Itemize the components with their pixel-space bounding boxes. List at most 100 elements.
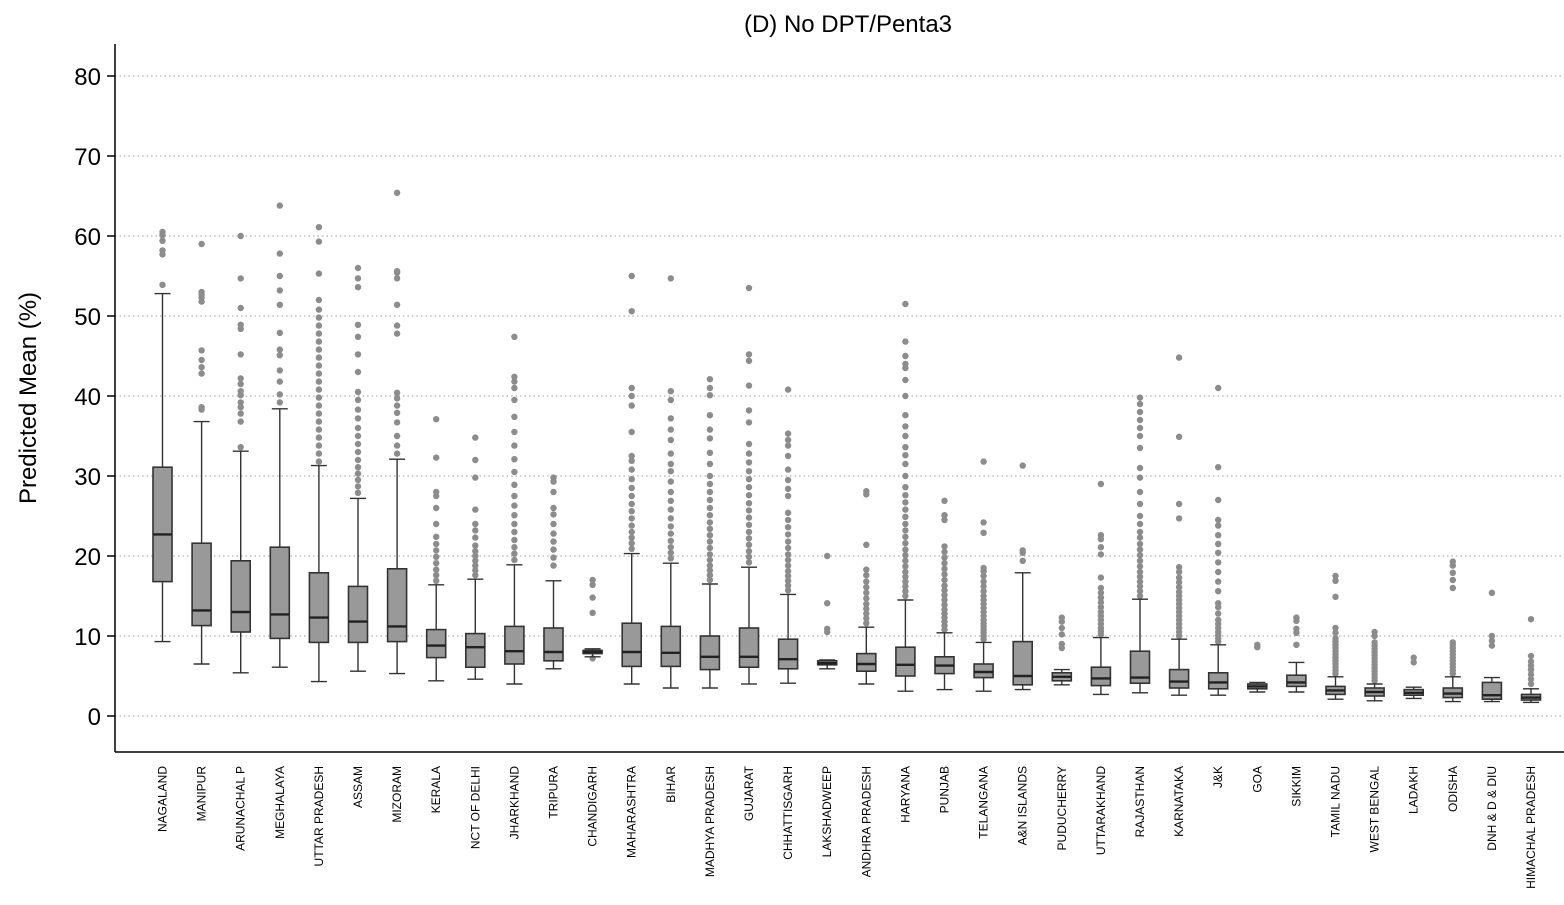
outlier-point — [902, 506, 909, 513]
box-15 — [738, 284, 760, 685]
box-34 — [1481, 589, 1503, 703]
outlier-point — [1215, 516, 1222, 524]
outlier-point — [1136, 552, 1144, 559]
outlier-point — [941, 582, 948, 589]
outlier-point — [941, 596, 948, 604]
outlier-point — [745, 284, 753, 292]
x-tick-label-23: PUDUCHERRY — [1055, 766, 1069, 850]
outlier-point — [276, 202, 283, 209]
box-body — [230, 559, 251, 633]
outlier-point — [550, 530, 557, 537]
outlier-point — [237, 410, 244, 417]
outlier-point — [1097, 608, 1105, 616]
outlier-point — [667, 388, 674, 395]
box-body — [1012, 640, 1034, 686]
outlier-point — [433, 454, 440, 461]
outlier-point — [784, 492, 792, 500]
outlier-point — [902, 513, 909, 520]
box-body — [777, 638, 799, 670]
outlier-point — [511, 442, 518, 449]
outlier-point — [902, 552, 909, 559]
outlier-point — [393, 409, 401, 416]
outlier-point — [511, 413, 518, 420]
outlier-point — [745, 450, 753, 457]
outlier-point — [1136, 546, 1144, 553]
outlier-point — [550, 538, 557, 545]
outlier-point — [1332, 635, 1339, 642]
outlier-point — [745, 535, 753, 542]
outlier-point — [784, 386, 792, 393]
outlier-point — [511, 550, 518, 557]
outlier-point — [1175, 584, 1183, 591]
outlier-point — [667, 468, 674, 475]
outlier-point — [589, 609, 596, 616]
outlier-point — [433, 547, 440, 554]
outlier-point — [315, 224, 323, 231]
outlier-point — [354, 368, 362, 376]
x-tick-label-18: ANDHRA PRADESH — [859, 766, 873, 877]
outlier-point — [393, 402, 401, 409]
y-axis-ticks: 0 10 20 30 40 50 60 70 80 — [74, 64, 115, 731]
outlier-point — [863, 615, 870, 622]
outlier-point — [706, 412, 714, 419]
outlier-point — [667, 555, 674, 562]
outlier-point — [628, 466, 635, 473]
outlier-point — [628, 402, 635, 409]
outlier-point — [902, 592, 909, 600]
x-tick-label-11: CHANDIGARH — [586, 766, 600, 847]
outlier-point — [550, 554, 557, 561]
outlier-point — [198, 356, 205, 364]
outlier-point — [863, 595, 870, 602]
outlier-point — [315, 314, 323, 321]
outlier-point — [550, 520, 557, 528]
box-body — [855, 652, 877, 672]
outlier-point — [667, 544, 674, 551]
outlier-point — [941, 587, 948, 594]
outlier-point — [745, 553, 753, 560]
box-31 — [1364, 628, 1385, 702]
box-body — [1168, 668, 1190, 689]
x-tick-label-19: HARYANA — [898, 766, 912, 823]
outlier-point — [472, 542, 479, 549]
outlier-point — [902, 338, 909, 345]
y-tick-label-10: 10 — [74, 624, 101, 651]
outlier-point — [941, 497, 948, 504]
x-tick-label-0: NAGALAND — [156, 766, 170, 832]
box-29 — [1286, 614, 1307, 693]
outlier-point — [902, 300, 909, 308]
outlier-point — [1449, 558, 1457, 565]
outlier-point — [784, 442, 792, 449]
outlier-point — [784, 538, 792, 545]
outlier-point — [393, 450, 401, 457]
y-tick-label-50: 50 — [74, 304, 101, 331]
outlier-point — [1136, 583, 1144, 590]
box-4 — [308, 224, 330, 683]
outlier-point — [315, 386, 323, 393]
outlier-point — [393, 442, 401, 449]
outlier-point — [863, 541, 870, 548]
outlier-point — [745, 357, 753, 364]
outlier-point — [1136, 394, 1144, 401]
y-axis-label: Predicted Mean (%) — [15, 292, 42, 504]
outlier-point — [745, 468, 753, 475]
outlier-point — [1175, 500, 1183, 508]
outlier-point — [1215, 600, 1222, 607]
outlier-point — [1449, 639, 1457, 646]
outlier-point — [1488, 637, 1496, 644]
outlier-point — [1097, 584, 1105, 592]
outlier-point — [667, 537, 674, 544]
outlier-point — [667, 523, 674, 530]
outlier-point — [1136, 464, 1144, 472]
outlier-point — [745, 559, 753, 566]
box-body — [504, 625, 525, 665]
outlier-point — [745, 507, 753, 514]
x-tick-label-6: MIZORAM — [390, 766, 404, 823]
outlier-point — [276, 367, 283, 374]
outlier-point — [433, 572, 440, 579]
outlier-point — [706, 562, 714, 569]
outlier-point — [1488, 632, 1496, 640]
box-body — [895, 646, 916, 677]
x-axis-ticks: NAGALAND MANIPUR ARUNACHAL P MEGHALAYA UTTAR… — [156, 765, 1539, 889]
outlier-point — [589, 594, 596, 601]
outlier-point — [315, 338, 323, 345]
